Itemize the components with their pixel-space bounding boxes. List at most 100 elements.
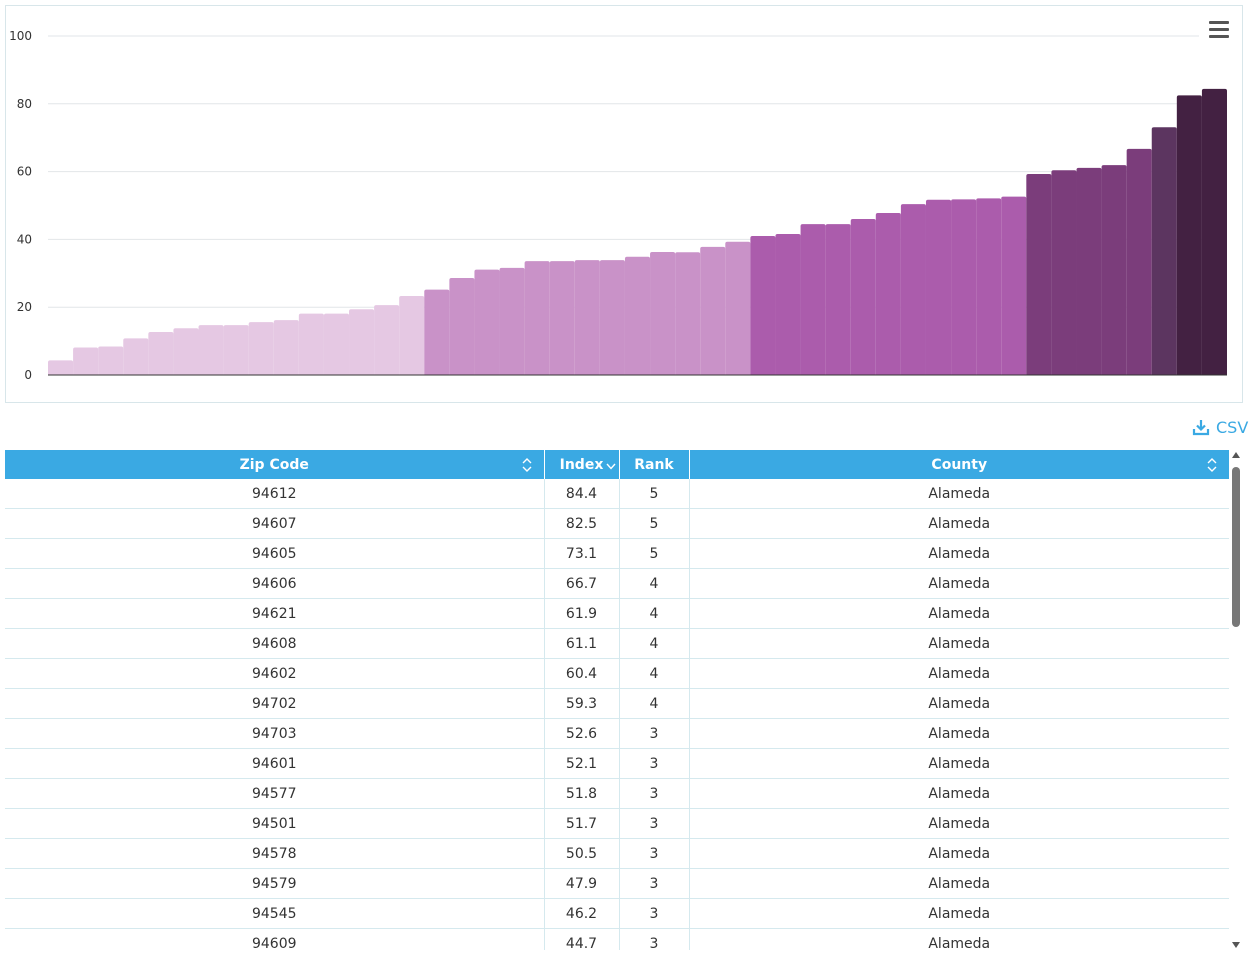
column-header-zip-code[interactable]: Zip Code [5,450,545,479]
cell-county: Alameda [689,508,1229,539]
chart-bar[interactable] [1001,196,1027,375]
table-row[interactable]: 94702 59.3 4 Alameda [5,688,1229,719]
chart-bar[interactable] [524,261,550,375]
scrollbar-thumb[interactable] [1232,467,1240,627]
cell-index: 52.1 [544,748,620,779]
table-scrollbar[interactable] [1229,450,1243,950]
chart-bar[interactable] [223,325,249,375]
chart-bar[interactable] [549,261,575,375]
chart-bar[interactable] [349,309,375,375]
chart-bar[interactable] [1126,148,1152,375]
column-header-rank[interactable]: Rank [619,450,690,479]
table-row[interactable]: 94608 61.1 4 Alameda [5,628,1229,659]
table-row[interactable]: 94501 51.7 3 Alameda [5,808,1229,839]
chart-bar[interactable] [399,296,425,375]
cell-zip: 94578 [5,838,545,869]
sort-icon [1207,458,1217,472]
cell-rank: 3 [619,898,690,929]
y-tick-label: 80 [17,97,32,111]
table-row[interactable]: 94703 52.6 3 Alameda [5,718,1229,749]
chart-bar[interactable] [875,212,901,375]
cell-zip: 94612 [5,479,545,509]
chart-bar[interactable] [800,224,826,375]
table-row[interactable]: 94605 73.1 5 Alameda [5,538,1229,569]
chart-bar[interactable] [148,331,174,375]
cell-rank: 4 [619,568,690,599]
chart-bar[interactable] [273,320,299,375]
data-table: Zip Code Index Rank County [5,450,1229,950]
column-header-index[interactable]: Index [544,450,620,479]
chart-bar[interactable] [98,346,124,375]
chart-bar[interactable] [725,241,751,375]
table-row[interactable]: 94545 46.2 3 Alameda [5,898,1229,929]
cell-zip: 94602 [5,658,545,689]
cell-county: Alameda [689,868,1229,899]
chart-bar[interactable] [675,252,701,375]
table-row[interactable]: 94606 66.7 4 Alameda [5,568,1229,599]
scroll-up-arrow-icon[interactable] [1232,452,1240,458]
chart-bar[interactable] [1101,165,1127,375]
sort-icon [522,458,531,472]
cell-zip: 94577 [5,778,545,809]
hamburger-menu-icon[interactable] [1204,14,1234,44]
chart-bar[interactable] [374,305,400,375]
chart-bar[interactable] [73,347,99,375]
chart-bar[interactable] [248,322,274,375]
cell-zip: 94605 [5,538,545,569]
column-header-county[interactable]: County [689,450,1229,479]
chart-bar[interactable] [1151,127,1177,375]
chart-bar[interactable] [775,233,801,375]
cell-zip: 94606 [5,568,545,599]
chart-bar[interactable] [750,236,776,375]
column-header-label: County [931,456,988,473]
table-row[interactable]: 94612 84.4 5 Alameda [5,479,1229,509]
chart-bar[interactable] [1026,173,1052,375]
chart-bar[interactable] [650,251,676,375]
cell-county: Alameda [689,688,1229,719]
csv-download-button[interactable]: CSV [1192,416,1248,438]
table-row[interactable]: 94601 52.1 3 Alameda [5,748,1229,779]
chart-bar[interactable] [900,204,926,375]
chart-bar[interactable] [1201,88,1227,375]
chart-bar[interactable] [1051,170,1077,375]
scroll-down-arrow-icon[interactable] [1232,942,1240,948]
chart-bar[interactable] [700,246,726,375]
chart-bar[interactable] [976,198,1002,375]
table-row[interactable]: 94607 82.5 5 Alameda [5,508,1229,539]
cell-zip: 94703 [5,718,545,749]
chart-bar[interactable] [574,260,600,375]
chart-bar[interactable] [599,260,625,375]
chart-bar[interactable] [825,224,851,375]
cell-county: Alameda [689,778,1229,809]
csv-label: CSV [1216,417,1249,437]
chart-bar[interactable] [474,269,500,375]
cell-rank: 4 [619,628,690,659]
chart-bar[interactable] [198,325,224,375]
cell-index: 44.7 [544,928,620,950]
table-row[interactable]: 94602 60.4 4 Alameda [5,658,1229,689]
chart-bar[interactable] [298,313,324,375]
table-row[interactable]: 94609 44.7 3 Alameda [5,928,1229,950]
chart-bar[interactable] [925,199,952,375]
chart-bar[interactable] [449,278,475,375]
table-row[interactable]: 94578 50.5 3 Alameda [5,838,1229,869]
table-row[interactable]: 94577 51.8 3 Alameda [5,778,1229,809]
download-icon [1192,420,1210,436]
chart-bar[interactable] [123,338,149,375]
chart-bar[interactable] [850,219,876,375]
cell-county: Alameda [689,718,1229,749]
chart-bar[interactable] [1176,95,1202,375]
chart-bar[interactable] [499,267,525,375]
chart-bar[interactable] [48,360,74,375]
chart-bar[interactable] [173,328,199,375]
chart-bar[interactable] [1076,167,1102,375]
chart-bar[interactable] [323,313,350,375]
table-row[interactable]: 94579 47.9 3 Alameda [5,868,1229,899]
cell-rank: 5 [619,508,690,539]
cell-zip: 94609 [5,928,545,950]
cell-rank: 3 [619,928,690,950]
chart-bar[interactable] [624,256,651,375]
chart-bar[interactable] [951,199,977,375]
chart-bar[interactable] [424,289,450,375]
table-row[interactable]: 94621 61.9 4 Alameda [5,598,1229,629]
